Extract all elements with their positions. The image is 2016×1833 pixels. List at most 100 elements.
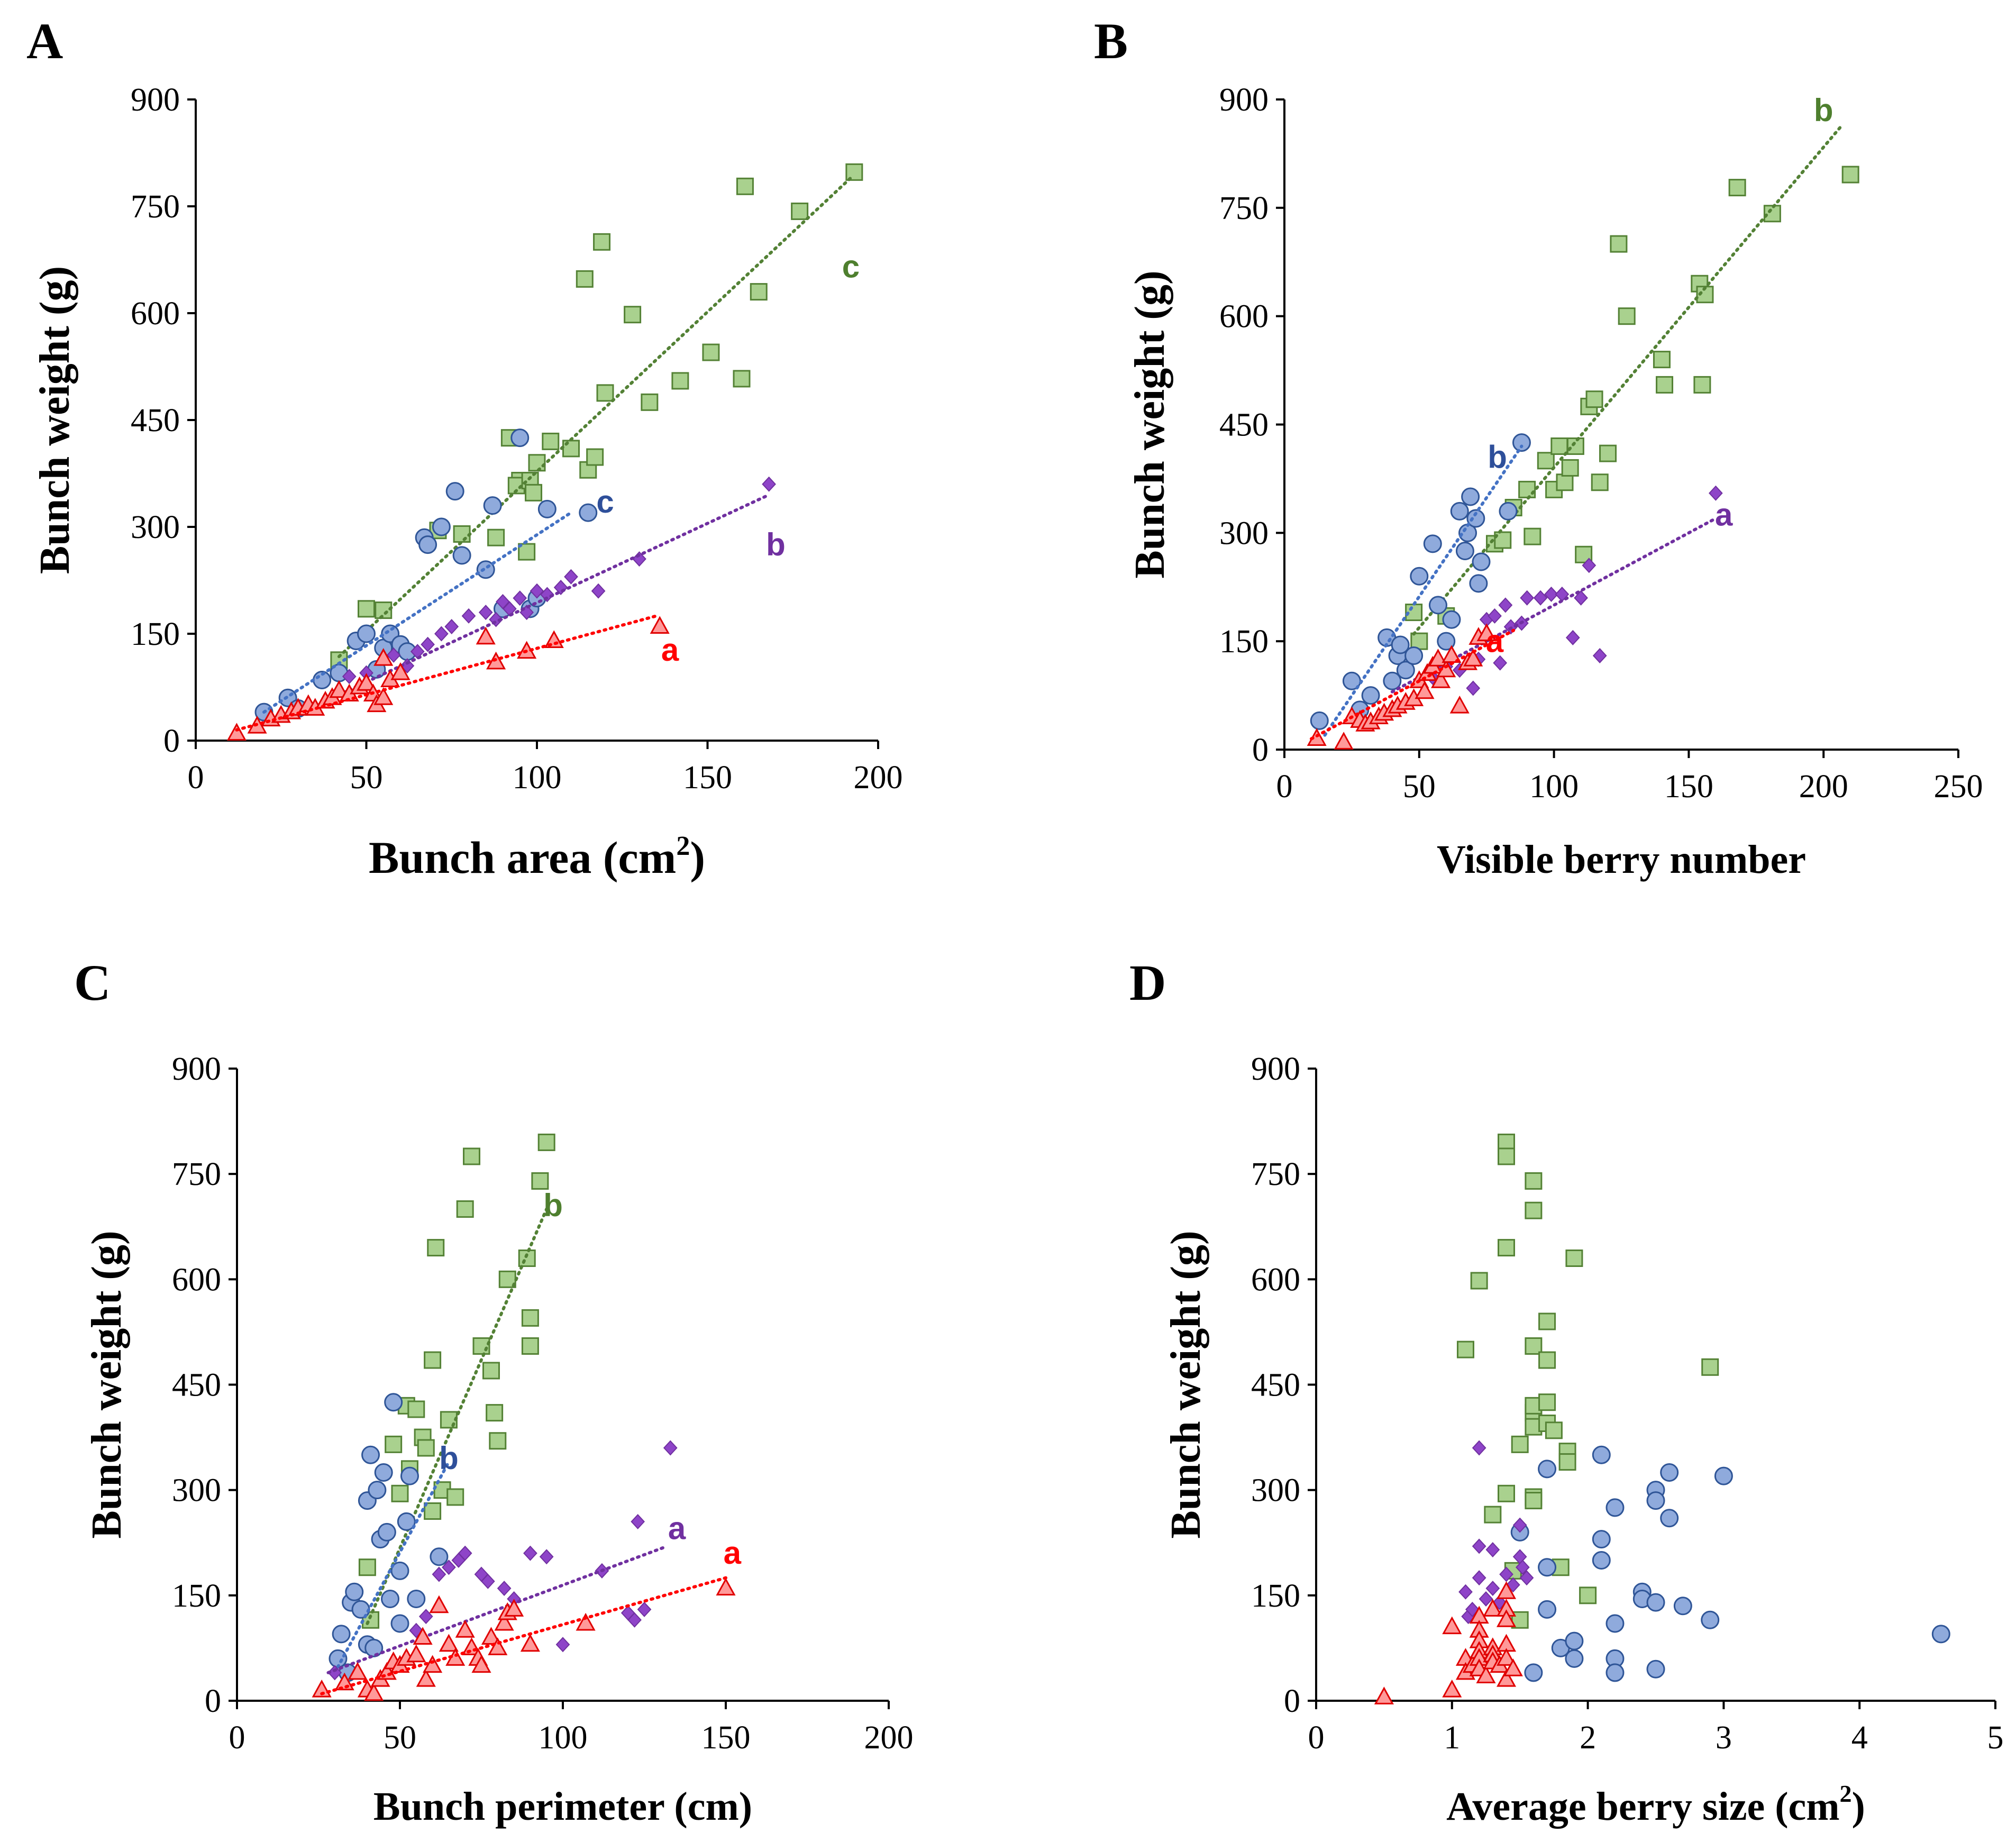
data-point-green [542,432,560,450]
data-point-purple [1485,1542,1500,1558]
data-point-green [417,1439,435,1457]
data-point-blue [1565,1631,1584,1650]
x-tick-label: 100 [1529,769,1579,805]
data-point-green [624,306,642,324]
data-point-blue [1646,1659,1665,1679]
group-label-purple: a [1715,497,1733,533]
data-point-green [487,528,505,546]
data-point-blue [1538,1600,1557,1619]
data-point-purple [442,1560,456,1575]
data-point-green [1537,452,1555,470]
y-axis-title: Bunch weight (g) [32,266,78,574]
data-point-red [373,687,394,705]
group-label-red: a [724,1535,742,1571]
x-tick-label: 0 [188,760,204,796]
trendline-purple [326,1544,669,1674]
y-tick-label: 750 [1219,190,1269,226]
series-green [1456,1133,1719,1629]
data-point-green [1556,473,1574,491]
data-point-red [390,662,411,680]
y-tick-label: 600 [1251,1262,1300,1298]
data-point-green [482,1362,500,1380]
y-tick-label: 900 [1251,1051,1300,1087]
data-point-green [1565,1250,1583,1267]
data-point-green [671,372,689,390]
data-point-red [481,1627,501,1645]
data-point-red [329,680,349,698]
data-point-blue [1512,433,1531,452]
data-point-blue [1428,596,1447,615]
data-point-red [716,1577,736,1596]
data-point-purple [513,590,527,606]
data-point-green [1484,1506,1502,1524]
data-point-purple [1479,1591,1493,1607]
data-point-red [520,1634,540,1652]
data-point-blue [390,1614,409,1633]
data-point-blue [1437,632,1456,651]
data-point-blue [1646,1491,1665,1510]
data-point-purple [1499,1566,1513,1582]
data-point-blue [1455,541,1474,560]
data-point-red [348,1662,368,1680]
series-blue: b [1310,433,1531,737]
data-point-purple [555,1637,570,1653]
data-point-blue [1592,1445,1611,1464]
y-tick-label: 300 [172,1473,221,1509]
y-tick-label: 750 [131,189,180,225]
x-tick-label: 3 [1716,1720,1732,1756]
data-point-blue [1466,509,1485,528]
data-point-blue [381,1589,400,1608]
data-point-purple [1515,1560,1530,1575]
data-point-green [358,1558,376,1576]
x-tick-label: 200 [1799,769,1848,805]
data-point-blue [1310,711,1329,730]
data-point-purple [1458,1584,1473,1600]
data-point-blue [430,1547,449,1566]
data-point-green [528,454,546,472]
panel-d: D 0 150 300 450 600 750 900 0 1 2 3 4 5 Average berry … [1129,954,2004,1829]
data-point-blue [432,517,451,536]
series-red [1374,1581,1523,1704]
data-point-purple [386,647,401,663]
trendline-blue [1323,444,1524,737]
data-point-red [1442,1616,1462,1635]
data-point-green [375,601,393,619]
x-axis-title-text: Average berry size (cm [1446,1784,1839,1829]
series-red: a [312,1535,742,1701]
data-point-blue [364,1638,384,1657]
data-point-green [1498,1239,1516,1257]
y-tick-label: 150 [1251,1578,1300,1614]
data-point-purple [421,636,435,652]
y-axis-title: Bunch weight (g) [1163,1230,1209,1538]
data-point-red [429,1595,449,1613]
data-point-purple [432,1566,446,1582]
y-tick-label: 0 [1284,1683,1300,1719]
data-point-purple [1472,1440,1486,1456]
data-point-green [521,1309,539,1327]
data-point-green [1585,390,1603,408]
data-point-green [1538,1312,1556,1330]
data-point-green [1511,1435,1529,1453]
data-point-red [373,648,394,666]
x-tick-label: 0 [229,1720,245,1756]
data-point-red [1476,623,1497,642]
data-point-red [416,1669,436,1687]
data-point-blue [1499,501,1518,521]
data-point-green [472,1337,490,1355]
x-axis-title-tail: ) [690,832,705,883]
panel-label: C [74,954,111,1011]
x-tick-label: 4 [1851,1720,1868,1756]
group-label-blue: b [1488,439,1507,475]
y-tick-label: 600 [172,1262,221,1298]
data-point-purple [1574,590,1588,606]
data-point-red [226,723,247,741]
data-point-green [791,202,809,220]
data-point-green [424,1351,442,1369]
data-point-red [455,1620,475,1638]
group-label-blue: c [596,484,614,519]
data-point-red [356,673,377,691]
data-point-purple [530,583,544,599]
group-label-green: c [842,249,860,285]
series-blue: c [254,428,614,722]
y-tick-label: 150 [172,1578,221,1614]
